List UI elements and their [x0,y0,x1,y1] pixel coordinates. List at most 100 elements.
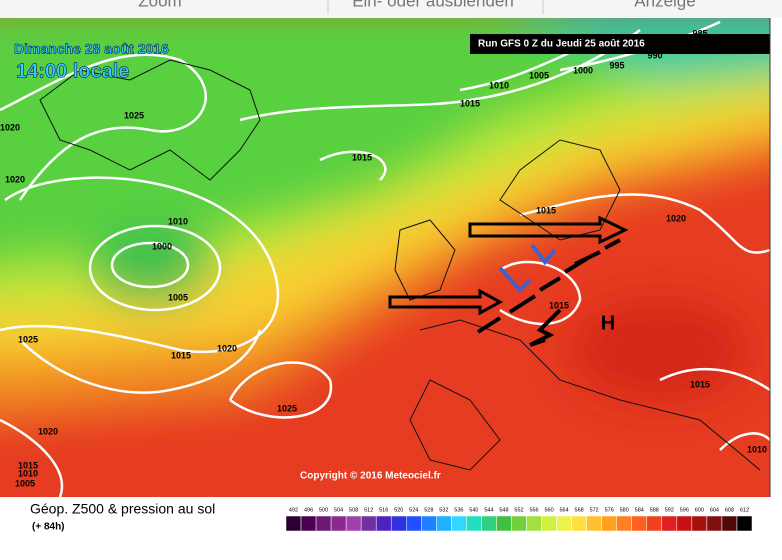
scale-swatch [691,515,708,532]
scale-label: 524 [409,507,418,513]
scale-label: 540 [469,507,478,513]
scale-swatch [436,515,452,532]
scale-label: 532 [439,507,448,513]
scale-swatch [496,515,512,532]
toolbar-button[interactable]: Zoom [138,0,181,10]
scale-swatch [481,515,497,532]
scale-swatch [315,515,332,532]
scale-label: 600 [695,507,704,513]
scale-label: 592 [665,507,674,513]
scale-swatch [360,515,377,532]
scale-label: 612 [740,507,749,513]
scale-label: 552 [514,507,523,513]
scale-label: 508 [349,507,358,513]
isobar-label: 1015 [536,205,556,215]
scale-label: 548 [499,507,508,513]
scale-label: 596 [680,507,689,513]
scale-swatch [511,515,527,532]
scale-swatch [375,515,392,532]
scale-label: 580 [620,507,629,513]
forecast-date: Dimanche 28 août 2016 [14,41,169,57]
isobar-label: 1025 [18,334,38,344]
isobar-label: 1010 [489,80,509,90]
run-banner [470,34,770,54]
scale-swatch [285,515,302,532]
isobar-label: 1020 [217,343,237,353]
scale-swatch [571,515,587,532]
copyright: Copyright © 2016 Meteociel.fr [300,471,441,482]
scale-swatch [345,515,362,532]
isobar-label: 1015 [352,152,372,162]
isobar-label: 1005 [529,70,549,80]
scale-swatch [721,515,738,532]
legend-title: Géop. Z500 & pression au sol [30,501,215,517]
coastlines [39,59,761,471]
scale-label: 512 [364,507,373,513]
toolbar-button[interactable]: Anzeige [634,0,695,10]
forecast-time: 14:00 locale [16,60,129,82]
isobar-label: 995 [609,60,624,70]
isobar-label: 1005 [15,478,35,488]
scale-label: 608 [725,507,734,513]
run-info: Run GFS 0 Z du Jeudi 25 août 2016 [478,39,645,50]
scale-swatch [736,515,753,532]
lead-time: (+ 84h) [32,522,65,533]
scale-label: 500 [319,507,328,513]
high-pressure-label: H [601,312,615,334]
isobar-label: 1010 [18,468,38,478]
scale-swatch [661,515,678,532]
scale-label: 504 [334,507,343,513]
isobar-label: 1010 [747,444,767,454]
isobar-label: 1020 [666,213,686,223]
isobar-label: 1015 [460,98,480,108]
isobar-label: 1015 [549,300,569,310]
scale-label: 568 [575,507,584,513]
isobar-label: 1000 [152,241,172,251]
scale-label: 560 [544,507,553,513]
scale-label: 536 [454,507,463,513]
scale-label: 544 [484,507,493,513]
toolbar [0,0,782,18]
isobar-label: 1015 [171,350,191,360]
scale-swatch [706,515,723,532]
isobar-label: 1010 [168,216,188,226]
isobar-label: 1015 [18,460,38,470]
scale-swatch [631,515,648,532]
scale-label: 564 [560,507,569,513]
scale-swatch [586,515,602,532]
scale-label: 492 [289,507,298,513]
isobar-label: 1015 [690,379,710,389]
isobars [0,20,770,497]
isobar-label: 1025 [277,403,297,413]
scale-swatch [541,515,557,532]
isobar-label: 1020 [38,426,58,436]
scale-label: 572 [590,507,599,513]
scale-label: 576 [605,507,614,513]
scale-swatch [646,515,663,532]
scale-swatch [526,515,542,532]
scale-label: 588 [650,507,659,513]
isobar-label: 1020 [5,174,25,184]
scale-swatch [466,515,482,532]
scale-swatch [616,515,632,532]
isobar-label: 1005 [168,292,188,302]
scale-swatch [676,515,693,532]
scale-swatch [421,515,437,532]
scale-swatch [556,515,572,532]
scale-swatch [451,515,467,532]
scale-swatch [390,515,407,532]
scale-label: 520 [394,507,403,513]
scale-label: 496 [304,507,313,513]
isobar-label: 985 [692,28,707,38]
isobar-label: 1000 [573,65,593,75]
scale-label: 584 [635,507,644,513]
scale-swatch [601,515,617,532]
scale-swatch [330,515,347,532]
scale-label: 516 [379,507,388,513]
scale-swatch [300,515,317,532]
toolbar-button[interactable]: Ein- oder ausblenden [352,0,514,10]
isobar-label: 990 [647,50,662,60]
scale-label: 604 [710,507,719,513]
